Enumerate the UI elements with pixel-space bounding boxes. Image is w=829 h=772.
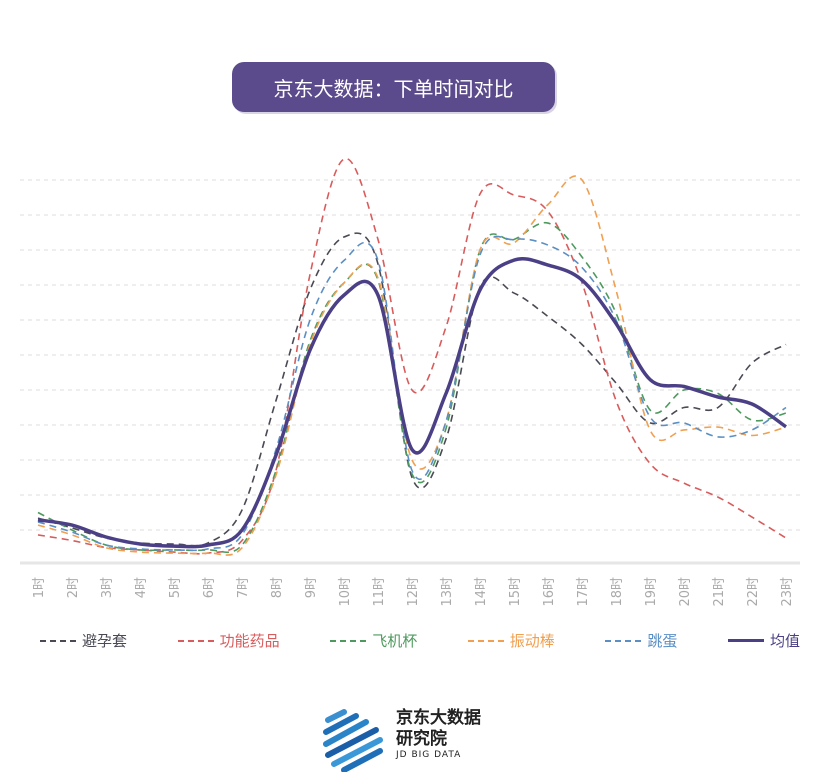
x-tick-label: 8时 (270, 577, 285, 598)
logo-sub: JD BIG DATA (396, 750, 462, 760)
series-line-0 (37, 232, 787, 547)
line-chart: 1时 2时 3时 4时 5时 6时 7时 8时 9时 10时 11时 12时 13时 14时 15时 16时 1… (20, 157, 800, 607)
x-tick-label: 3时 (100, 577, 115, 598)
legend-item: 避孕套 (40, 630, 127, 651)
series-line-4 (37, 235, 787, 552)
legend-label: 飞机杯 (372, 632, 418, 650)
legend-swatch (605, 639, 642, 642)
legend-swatch (177, 639, 214, 642)
x-tick-label: 7时 (236, 577, 251, 598)
legend-item: 均值 (727, 630, 800, 651)
x-tick-label: 15时 (508, 577, 523, 607)
x-tick-label: 10时 (338, 577, 353, 607)
legend-item: 功能药品 (177, 630, 280, 651)
series-line-5 (37, 256, 787, 549)
x-tick-label: 2时 (66, 577, 81, 598)
x-tick-label: 23时 (780, 577, 795, 607)
legend: 避孕套 功能药品 飞机杯 振动棒 跳蛋 均值 (40, 630, 800, 651)
legend-item: 振动棒 (467, 630, 555, 651)
x-tick-label: 20时 (678, 577, 693, 607)
x-tick-label: 13时 (440, 577, 455, 607)
legend-swatch (467, 639, 504, 642)
series-line-1 (37, 157, 787, 555)
legend-label: 振动棒 (509, 632, 555, 650)
x-tick-label: 11时 (372, 577, 387, 607)
legend-swatch (40, 639, 76, 642)
x-tick-label: 22时 (746, 577, 761, 607)
x-tick-label: 9时 (304, 577, 319, 598)
legend-label: 均值 (769, 632, 800, 650)
x-tick-label: 19时 (644, 577, 659, 607)
x-tick-label: 21时 (712, 577, 727, 607)
x-tick-label: 4时 (134, 577, 149, 598)
logo-line1: 京东大数据 (396, 708, 481, 728)
x-tick-label: 18时 (610, 577, 625, 607)
legend-label: 功能药品 (219, 632, 280, 650)
legend-label: 避孕套 (82, 632, 128, 650)
legend-label: 跳蛋 (647, 632, 678, 650)
x-tick-label: 17时 (576, 577, 591, 607)
x-tick-label: 6时 (202, 577, 217, 598)
logo-line2: 研究院 (396, 729, 447, 749)
x-tick-label: 16时 (542, 577, 557, 607)
legend-item: 跳蛋 (605, 630, 677, 651)
series-line-3 (37, 175, 787, 556)
x-tick-label: 5时 (168, 577, 183, 598)
x-tick-label: 12时 (406, 577, 421, 607)
chart-title: 京东大数据：下单时间对比 (232, 62, 555, 112)
legend-item: 飞机杯 (330, 630, 417, 651)
legend-swatch (727, 639, 764, 642)
x-tick-label: 14时 (474, 577, 489, 607)
jd-big-data-logo: 京东大数据 研究院 JD BIG DATA (322, 708, 481, 772)
x-tick-label: 1时 (32, 577, 47, 598)
legend-swatch (330, 639, 367, 642)
series-line-2 (37, 221, 787, 554)
logo-stripes-icon (323, 709, 383, 772)
